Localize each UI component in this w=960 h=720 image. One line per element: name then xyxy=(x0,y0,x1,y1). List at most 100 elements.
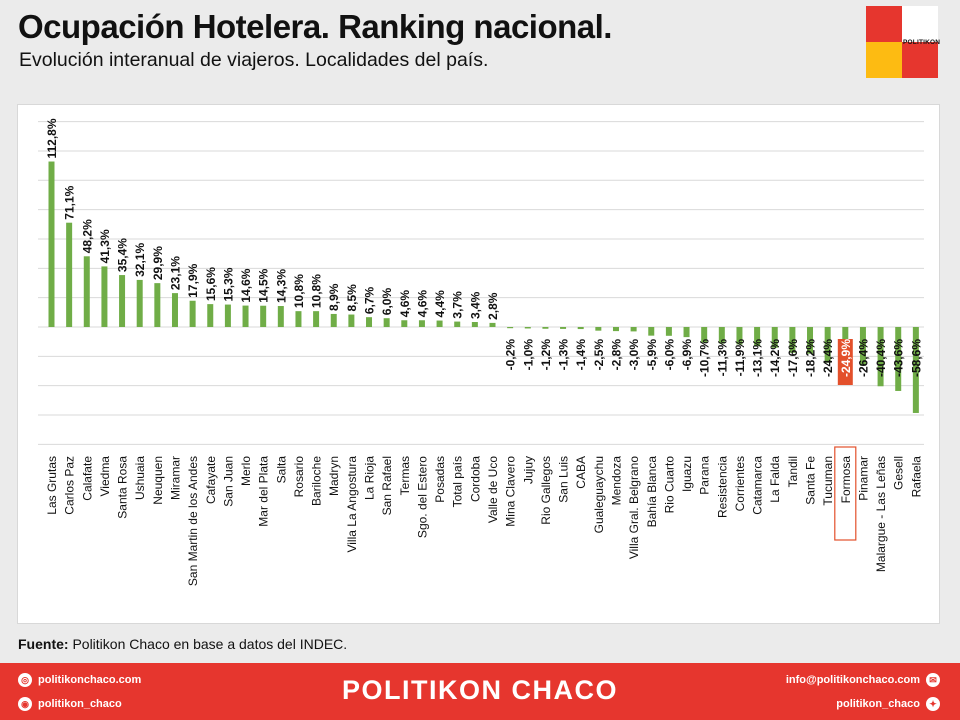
data-label: 6,7% xyxy=(363,286,377,314)
bar xyxy=(507,327,514,329)
data-label: 32,1% xyxy=(133,243,147,277)
instagram-icon: ◉ xyxy=(18,697,32,711)
data-label: 8,9% xyxy=(327,283,341,311)
category-label: Mar del Plata xyxy=(257,456,271,527)
data-label: -24,4% xyxy=(821,339,835,377)
bar xyxy=(771,327,778,348)
data-label: 112,8% xyxy=(45,118,59,158)
category-label: Gualeguaychu xyxy=(592,456,606,533)
footer-email[interactable]: info@politikonchaco.com ✉ xyxy=(786,673,940,687)
data-label: 15,3% xyxy=(221,267,235,301)
category-label: Tucuman xyxy=(821,456,835,506)
category-label: Ushuaia xyxy=(133,456,147,500)
bar xyxy=(119,275,126,327)
category-label: Miramar xyxy=(168,456,182,500)
bars xyxy=(48,161,919,413)
data-label: -1,3% xyxy=(557,339,571,371)
chart-title: Ocupación Hotelera. Ranking nacional. xyxy=(18,8,612,45)
data-label: -24,9% xyxy=(839,339,853,377)
bar xyxy=(612,327,619,332)
data-label: 41,3% xyxy=(98,229,112,263)
mail-icon: ✉ xyxy=(926,673,940,687)
category-label: Corrientes xyxy=(733,456,747,511)
data-label: 8,5% xyxy=(345,284,359,312)
data-label: 35,4% xyxy=(116,238,130,272)
data-label: 71,1% xyxy=(63,185,77,219)
category-label: Rosario xyxy=(292,456,306,498)
data-label: -2,5% xyxy=(592,339,606,371)
category-label: Iguazu xyxy=(680,456,694,492)
data-label: 48,2% xyxy=(80,219,94,253)
bar xyxy=(807,327,814,354)
footer-instagram[interactable]: ◉ politikon_chaco xyxy=(18,697,122,711)
data-label: 15,6% xyxy=(204,267,218,301)
data-label: -13,1% xyxy=(751,339,765,377)
category-label: Santa Fe xyxy=(804,456,818,505)
data-label: 10,8% xyxy=(310,274,324,308)
data-label: 14,3% xyxy=(274,269,288,303)
category-label: Catamarca xyxy=(751,456,765,515)
bar xyxy=(154,283,161,327)
bar xyxy=(912,327,919,413)
category-label: Gesell xyxy=(892,456,906,490)
data-label: -18,2% xyxy=(804,339,818,377)
bar xyxy=(718,327,725,344)
globe-icon: ◎ xyxy=(18,673,32,687)
data-label: 23,1% xyxy=(168,256,182,290)
logo-text: POLITIKON xyxy=(903,39,941,46)
category-label: Rio Gallegos xyxy=(539,456,553,525)
footer-twitter[interactable]: politikon_chaco ✦ xyxy=(836,697,940,711)
bar xyxy=(101,266,108,327)
bar xyxy=(260,305,267,327)
footer-web[interactable]: ◎ politikonchaco.com xyxy=(18,673,141,687)
bar xyxy=(383,318,390,327)
bar xyxy=(401,320,408,327)
data-label: -6,9% xyxy=(680,339,694,371)
bar xyxy=(189,300,196,327)
bar xyxy=(701,327,708,343)
source-note: Fuente: Politikon Chaco en base a datos … xyxy=(18,637,347,651)
bar xyxy=(683,327,690,338)
category-label: Mendoza xyxy=(609,456,623,506)
footer-bar: ◎ politikonchaco.com ◉ politikon_chaco P… xyxy=(0,663,960,720)
category-label: Sgo. del Estero xyxy=(415,456,429,538)
category-label: San Juan xyxy=(221,456,235,507)
category-label: Carlos Paz xyxy=(63,456,77,515)
chart-subtitle: Evolución interanual de viajeros. Locali… xyxy=(19,49,489,71)
category-label: Pinamar xyxy=(856,456,870,501)
bar xyxy=(418,320,425,327)
footer-email-text: info@politikonchaco.com xyxy=(785,673,920,686)
twitter-icon: ✦ xyxy=(926,697,940,711)
category-label: Villa Gral. Belgrano xyxy=(627,456,641,559)
category-label: Malargue - Las Leñas xyxy=(874,456,888,572)
bar xyxy=(277,306,284,327)
category-label: San Luis xyxy=(557,456,571,503)
category-label: Madryn xyxy=(327,456,341,496)
category-labels: Las Grutas Carlos Paz Calafate Viedma Santa … xyxy=(45,446,923,586)
category-label: Rafaela xyxy=(909,456,923,498)
data-label: 14,6% xyxy=(239,268,253,302)
data-label: 3,4% xyxy=(468,291,482,319)
category-label: Cordoba xyxy=(468,456,482,502)
bar xyxy=(859,327,866,366)
bar xyxy=(489,322,496,327)
chart-panel xyxy=(17,104,940,624)
data-label: -0,2% xyxy=(504,339,518,371)
bar xyxy=(224,304,231,327)
category-label: Bahía Blanca xyxy=(645,456,659,528)
bar xyxy=(295,311,302,327)
data-label: -11,9% xyxy=(733,339,747,377)
data-label: 17,9% xyxy=(186,263,200,297)
category-label: Formosa xyxy=(839,456,853,504)
bar xyxy=(524,327,531,329)
bar xyxy=(136,279,143,327)
category-label: Resistencia xyxy=(715,456,729,518)
category-label: Viedma xyxy=(98,456,112,497)
bar xyxy=(242,305,249,327)
category-label: CABA xyxy=(574,456,588,489)
bar xyxy=(436,320,443,327)
category-label: Total país xyxy=(451,456,465,507)
data-label: -11,3% xyxy=(715,339,729,377)
category-label: Bariloche xyxy=(310,456,324,506)
bar xyxy=(577,327,584,330)
